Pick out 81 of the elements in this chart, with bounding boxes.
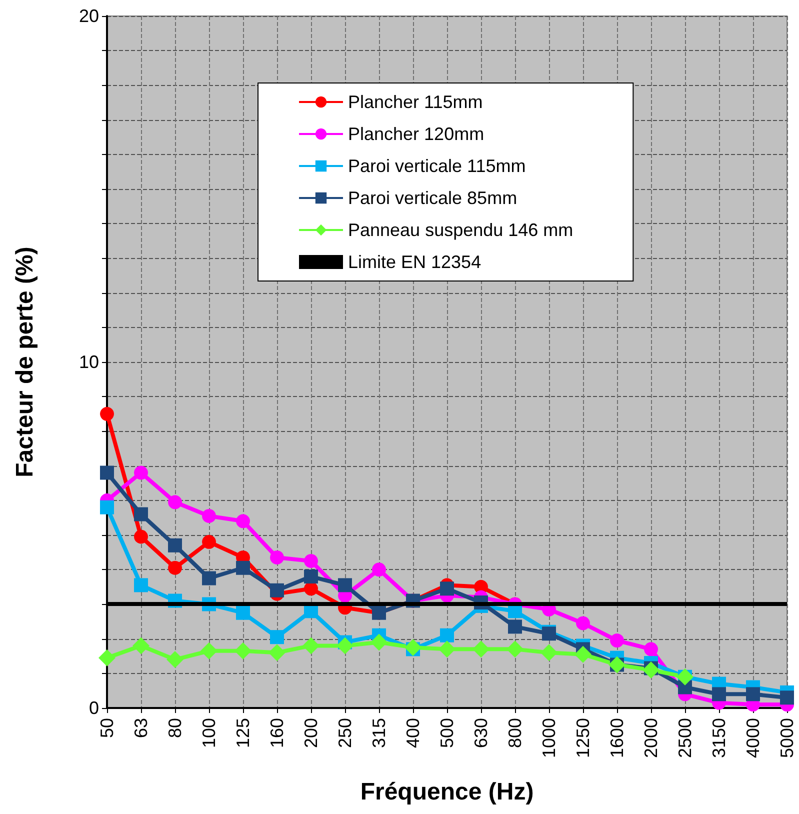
legend-label: Plancher 120mm	[348, 124, 484, 144]
x-tick-label: 80	[165, 718, 185, 738]
point	[98, 649, 116, 666]
point	[100, 466, 114, 480]
x-tick-label: 1000	[539, 718, 559, 758]
point	[304, 554, 318, 568]
x-tick-label: 2500	[675, 718, 695, 758]
point	[370, 634, 388, 651]
point	[236, 606, 250, 620]
x-tick-label: 800	[505, 718, 525, 748]
point	[168, 560, 182, 575]
point	[100, 500, 114, 514]
point	[780, 690, 794, 705]
x-tick-label: 5000	[777, 718, 797, 758]
point	[166, 651, 184, 668]
legend-label: Paroi verticale 85mm	[348, 188, 518, 208]
legend-label: Panneau suspendu 146 mm	[348, 220, 574, 240]
point	[472, 640, 490, 658]
point	[168, 495, 182, 510]
x-tick-label: 4000	[743, 718, 763, 758]
x-tick-label: 400	[403, 718, 423, 748]
point	[134, 578, 148, 592]
point	[576, 616, 590, 630]
x-tick-label: 160	[267, 718, 287, 748]
legend-label: Limite EN 12354	[348, 252, 482, 272]
point	[404, 638, 422, 656]
x-axis-title: Fréquence (Hz)	[360, 778, 534, 806]
point	[440, 582, 454, 596]
point	[270, 583, 284, 598]
x-tick-label: 200	[301, 718, 321, 748]
point	[202, 508, 216, 523]
point	[304, 570, 318, 584]
point	[610, 634, 624, 648]
point	[236, 514, 250, 528]
x-tick-label: 1250	[573, 718, 593, 758]
x-tick-label: 500	[437, 718, 457, 748]
point	[506, 640, 524, 658]
point	[712, 687, 726, 702]
point	[508, 620, 522, 634]
point	[134, 466, 148, 480]
point	[270, 550, 284, 564]
x-tick-label: 1600	[607, 718, 627, 758]
point	[302, 637, 320, 654]
point	[100, 406, 114, 421]
x-tick-label: 63	[131, 718, 151, 738]
x-tick-label: 3150	[709, 718, 729, 758]
point	[440, 628, 454, 642]
x-tick-label: 100	[199, 718, 219, 748]
legend-label: Plancher 115mm	[348, 92, 483, 112]
point	[304, 582, 318, 596]
y-axis-title: Facteur de perte (%)	[12, 246, 38, 478]
x-tick-label: 125	[233, 718, 253, 748]
point	[574, 646, 592, 663]
x-tick-label: 50	[97, 718, 117, 738]
point	[168, 538, 182, 552]
point	[336, 637, 354, 654]
legend-label: Paroi verticale 115mm	[348, 156, 526, 176]
point	[438, 640, 456, 658]
point	[372, 562, 386, 577]
point	[540, 644, 558, 662]
x-tick-label: 630	[471, 718, 491, 748]
point	[270, 630, 284, 644]
y-tick-label: 0	[88, 698, 99, 718]
point	[644, 642, 658, 656]
point	[134, 507, 148, 522]
point	[234, 642, 252, 660]
point	[200, 642, 218, 660]
x-tick-label: 2000	[641, 718, 661, 758]
point	[746, 687, 760, 702]
point	[236, 560, 250, 575]
point	[202, 571, 216, 586]
point	[202, 534, 216, 549]
point	[268, 644, 286, 662]
y-tick-label: 10	[78, 352, 99, 372]
x-tick-label: 315	[369, 718, 389, 748]
point	[134, 530, 148, 544]
y-tick-label: 20	[78, 6, 99, 26]
point	[642, 661, 660, 678]
point	[132, 637, 150, 654]
point	[338, 578, 352, 592]
x-tick-label: 250	[335, 718, 355, 748]
